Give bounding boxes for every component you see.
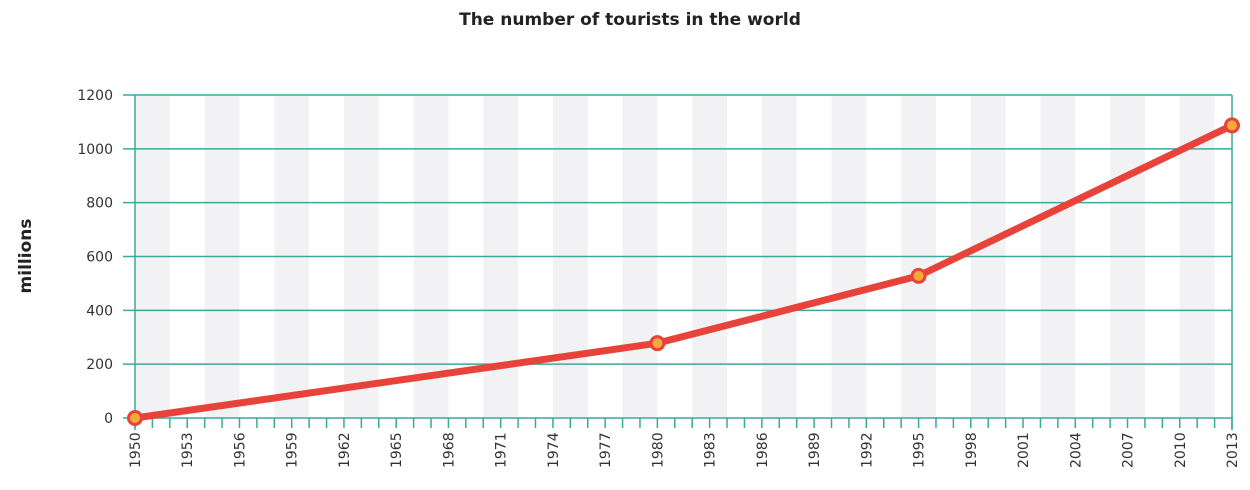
y-tick-label: 400 [86, 303, 113, 319]
y-tick-label: 0 [104, 411, 113, 427]
x-tick-label: 1983 [703, 432, 719, 468]
x-tick-label: 1953 [180, 432, 196, 468]
y-tick-label: 800 [86, 196, 113, 212]
x-tick-label: 2013 [1225, 432, 1241, 468]
x-tick-label: 1977 [598, 432, 614, 468]
x-tick-label: 1950 [128, 432, 144, 468]
data-point [649, 335, 666, 352]
y-tick-label: 1000 [77, 142, 113, 158]
x-tick-label: 1989 [807, 432, 823, 468]
x-tick-label: 1998 [964, 432, 980, 468]
data-point [910, 267, 927, 284]
x-tick-label: 1995 [912, 432, 928, 468]
y-tick-label: 1200 [77, 88, 113, 104]
x-tick-label: 1974 [546, 432, 562, 468]
x-tick-label: 2010 [1173, 432, 1189, 468]
x-tick-label: 2001 [1016, 432, 1032, 468]
series-line [131, 121, 1236, 422]
x-tick-label: 1992 [859, 432, 875, 468]
x-tick-label: 2007 [1121, 432, 1137, 468]
x-tick-label: 1959 [285, 432, 301, 468]
y-tick-label: 200 [86, 357, 113, 373]
x-tick-label: 1968 [441, 432, 457, 468]
data-point [1224, 117, 1240, 134]
x-tick-label: 1971 [494, 432, 510, 468]
data-point [127, 410, 143, 426]
x-tick-label: 2004 [1068, 432, 1084, 468]
x-tick-label: 1962 [337, 432, 353, 468]
x-tick-label: 1956 [232, 432, 248, 468]
y-tick-label: 600 [86, 250, 113, 266]
x-tick-label: 1986 [755, 432, 771, 468]
x-tick-label: 1965 [389, 432, 405, 468]
chart-title: The number of tourists in the world [459, 10, 801, 30]
x-tick-label: 1980 [650, 432, 666, 468]
